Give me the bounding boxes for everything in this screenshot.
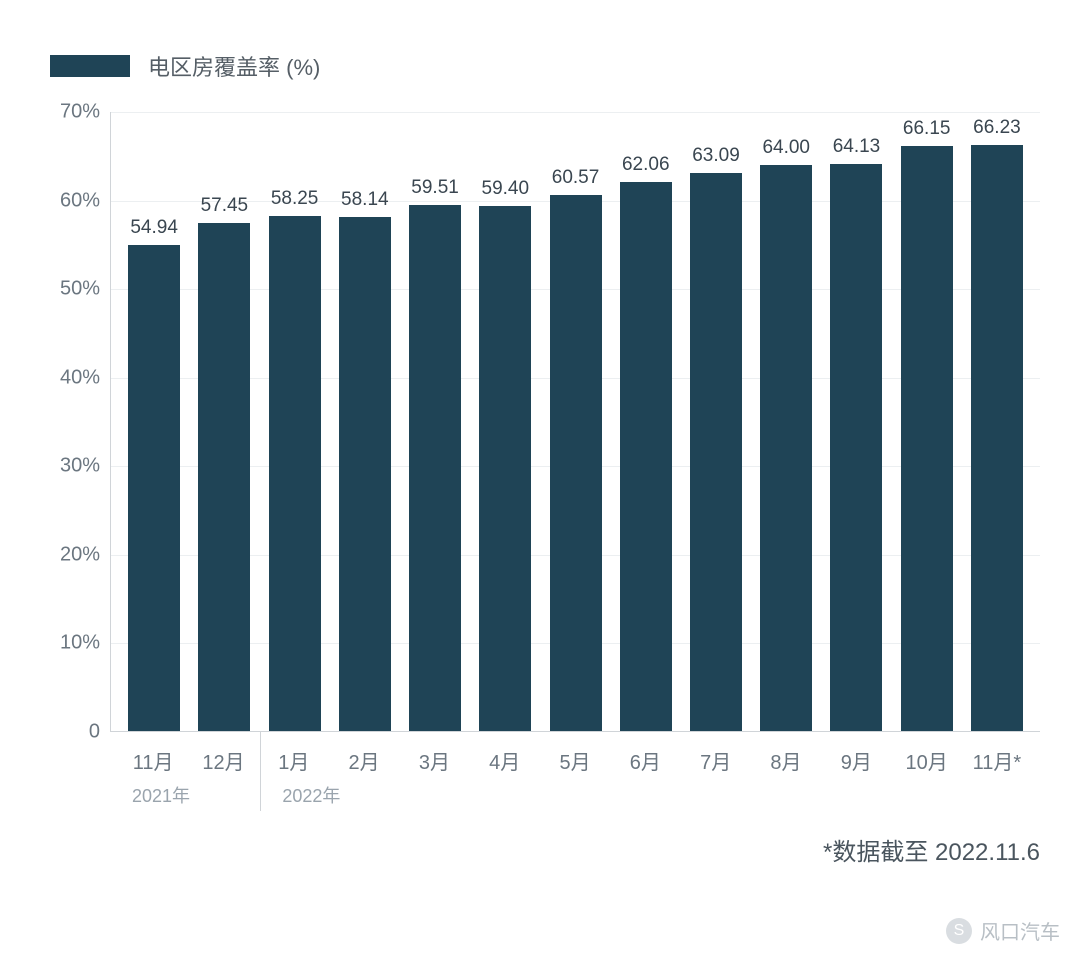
bar xyxy=(409,205,461,731)
x-tick-label: 3月 xyxy=(399,732,469,775)
plot: 010%20%30%40%50%60%70% 54.9457.4558.2558… xyxy=(40,112,1040,732)
y-tick: 0 xyxy=(40,721,100,744)
x-tick-label: 5月 xyxy=(540,732,610,775)
bar xyxy=(901,146,953,731)
bar-slot: 59.40 xyxy=(470,112,540,731)
bar-value-label: 64.00 xyxy=(762,137,810,159)
bar-value-label: 58.14 xyxy=(341,189,389,211)
bar xyxy=(971,145,1023,731)
bar-slot: 57.45 xyxy=(189,112,259,731)
bar xyxy=(690,173,742,731)
x-tick-label: 7月 xyxy=(681,732,751,775)
bar xyxy=(620,182,672,731)
bar-slot: 59.51 xyxy=(400,112,470,731)
wechat-icon: S xyxy=(946,918,972,944)
watermark-text: 风口汽车 xyxy=(980,916,1060,945)
plot-area: 54.94 57.45 58.25 58.14 59.51 59.40 60.57 62.06… xyxy=(110,112,1040,732)
legend: 电区房覆盖率 (%) xyxy=(50,50,1040,82)
year-group-label: 2022年 xyxy=(268,782,1032,808)
bar xyxy=(198,223,250,731)
x-tick-label: 12月 xyxy=(188,732,258,775)
bar xyxy=(830,164,882,731)
x-axis-labels: 11月12月1月2月3月4月5月6月7月8月9月10月11月* xyxy=(110,732,1040,775)
bar-slot: 54.94 xyxy=(119,112,189,731)
bar-slot: 63.09 xyxy=(681,112,751,731)
bar-value-label: 58.25 xyxy=(271,188,319,210)
bar-value-label: 66.23 xyxy=(973,117,1021,139)
bar-value-label: 60.57 xyxy=(552,167,600,189)
y-tick: 70% xyxy=(40,101,100,124)
year-group-label: 2021年 xyxy=(118,782,268,808)
bar-slot: 66.15 xyxy=(892,112,962,731)
x-tick-label: 6月 xyxy=(610,732,680,775)
bar-value-label: 64.13 xyxy=(833,136,881,158)
legend-swatch xyxy=(50,55,130,77)
year-labels: 2021年2022年 xyxy=(110,782,1040,808)
bar xyxy=(550,195,602,731)
bar-slot: 66.23 xyxy=(962,112,1032,731)
y-tick: 40% xyxy=(40,366,100,389)
bar-slot: 64.13 xyxy=(821,112,891,731)
legend-label: 电区房覆盖率 (%) xyxy=(148,50,320,82)
bar-value-label: 57.45 xyxy=(201,195,249,217)
y-tick: 10% xyxy=(40,632,100,655)
x-tick-label: 2月 xyxy=(329,732,399,775)
bar-value-label: 54.94 xyxy=(130,217,178,239)
bar-slot: 62.06 xyxy=(611,112,681,731)
bar xyxy=(128,245,180,731)
y-tick: 50% xyxy=(40,278,100,301)
watermark: S 风口汽车 xyxy=(946,916,1060,945)
bar xyxy=(269,216,321,731)
y-tick: 60% xyxy=(40,189,100,212)
x-tick-label: 11月 xyxy=(118,732,188,775)
bar-value-label: 63.09 xyxy=(692,145,740,167)
x-tick-label: 8月 xyxy=(751,732,821,775)
bar-value-label: 62.06 xyxy=(622,154,670,176)
footnote: *数据截至 2022.11.6 xyxy=(823,832,1040,867)
bar-slot: 58.14 xyxy=(330,112,400,731)
x-tick-label: 1月 xyxy=(259,732,329,775)
x-tick-label: 10月 xyxy=(891,732,961,775)
bar-slot: 60.57 xyxy=(540,112,610,731)
chart-container: 电区房覆盖率 (%) 010%20%30%40%50%60%70% 54.945… xyxy=(40,50,1040,732)
y-tick: 30% xyxy=(40,455,100,478)
bar-value-label: 66.15 xyxy=(903,118,951,140)
bar-value-label: 59.51 xyxy=(411,177,459,199)
bar-slot: 58.25 xyxy=(259,112,329,731)
y-tick: 20% xyxy=(40,543,100,566)
bars: 54.94 57.45 58.25 58.14 59.51 59.40 60.57 62.06… xyxy=(111,112,1040,731)
bar xyxy=(760,165,812,731)
bar-slot: 64.00 xyxy=(751,112,821,731)
bar xyxy=(339,217,391,731)
x-tick-label: 9月 xyxy=(821,732,891,775)
bar xyxy=(479,206,531,731)
x-tick-label: 4月 xyxy=(470,732,540,775)
bar-value-label: 59.40 xyxy=(482,178,530,200)
x-tick-label: 11月* xyxy=(962,732,1032,775)
